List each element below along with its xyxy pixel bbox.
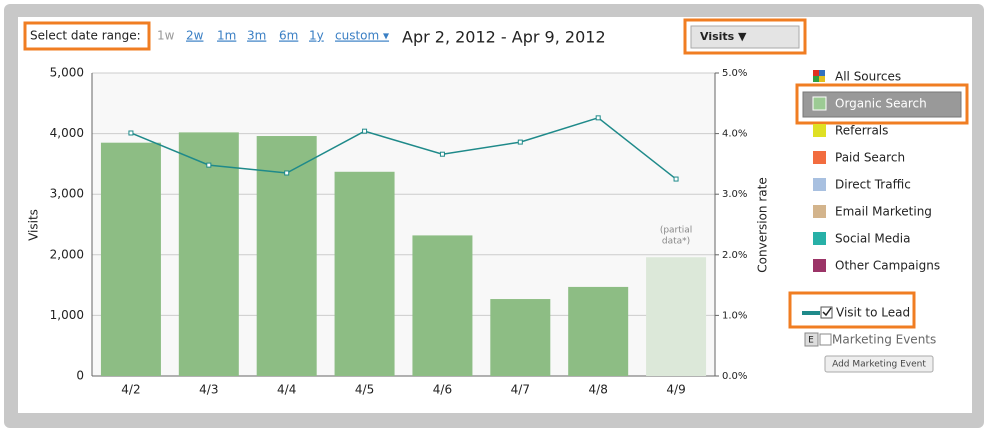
highlight [23, 21, 151, 51]
bar [256, 136, 317, 376]
dropdown[interactable] [690, 25, 800, 49]
e-label[interactable]: E [808, 336, 814, 346]
y2-tick-label: 1.0% [722, 310, 747, 321]
y2-axis-title: Conversion rate [756, 177, 770, 272]
range-link[interactable]: custom ▾ [335, 29, 389, 43]
y2-tick-label: 2.0% [722, 250, 747, 261]
highlight [795, 83, 969, 125]
source-swatch [813, 151, 826, 164]
point [206, 162, 212, 168]
x-tick-label: 4/3 [199, 383, 218, 397]
x-tick-label: 4/5 [355, 383, 374, 397]
source-label[interactable]: Email Marketing [835, 205, 932, 219]
range-link[interactable]: 2w [186, 29, 204, 43]
checkbox[interactable] [820, 306, 833, 319]
selected-source-bg [802, 91, 962, 118]
point [439, 151, 445, 157]
check [822, 307, 832, 317]
y-axis-title: Visits [27, 209, 41, 241]
y2-tick-label: 5.0% [722, 68, 747, 79]
y-tick-label: 0 [76, 369, 84, 383]
source-swatch [812, 96, 827, 111]
date-text: Apr 2, 2012 - Apr 9, 2012 [402, 28, 606, 47]
bar [568, 286, 629, 376]
source-label[interactable]: Social Media [835, 232, 910, 246]
point [595, 115, 601, 121]
partial-note: (partial [660, 226, 692, 236]
highlight [788, 291, 916, 329]
bar [100, 142, 161, 376]
range-link[interactable]: 1w [157, 29, 175, 43]
point [128, 130, 134, 136]
line [130, 117, 677, 180]
date-range-label: Select date range: [30, 29, 141, 43]
source-swatch [813, 76, 819, 82]
visit-to-lead[interactable]: Visit to Lead [836, 306, 910, 320]
range-link[interactable]: 1y [309, 29, 324, 43]
y-tick-label: 5,000 [50, 66, 84, 80]
y2-tick-label: 0.0% [722, 371, 747, 382]
bar [646, 257, 707, 376]
source-label[interactable]: Organic Search [835, 97, 927, 111]
source-swatch [813, 205, 826, 218]
add-event-label[interactable]: Add Marketing Event [832, 360, 926, 370]
x-tick-label: 4/6 [433, 383, 452, 397]
bar [490, 299, 551, 376]
y-tick-label: 4,000 [50, 126, 84, 140]
bar [178, 132, 239, 376]
source-label[interactable]: Direct Traffic [835, 178, 911, 192]
y-tick-label: 1,000 [50, 308, 84, 322]
x-tick-label: 4/7 [511, 383, 530, 397]
x-tick-label: 4/4 [277, 383, 296, 397]
source-label[interactable]: Other Campaigns [835, 259, 940, 273]
source-label[interactable]: Referrals [835, 124, 888, 138]
source-swatch [819, 70, 825, 76]
source-label[interactable]: All Sources [835, 70, 901, 84]
x-tick-label: 4/8 [589, 383, 608, 397]
x-tick-label: 4/2 [121, 383, 140, 397]
point [673, 176, 679, 182]
source-swatch [813, 232, 826, 245]
point [517, 139, 523, 145]
bar [334, 171, 395, 376]
point [362, 128, 368, 134]
source-swatch [813, 259, 826, 272]
y-tick-label: 3,000 [50, 187, 84, 201]
highlight [683, 18, 807, 55]
partial-note: data*) [662, 237, 690, 247]
bar [412, 235, 473, 376]
marketing-events[interactable]: Marketing Events [832, 333, 936, 347]
line-legend-swatch [802, 311, 820, 315]
source-swatch [813, 178, 826, 191]
point [284, 170, 290, 176]
range-link[interactable]: 3m [247, 29, 266, 43]
source-swatch [813, 124, 826, 137]
source-swatch [813, 70, 819, 76]
range-link[interactable]: 1m [217, 29, 236, 43]
checkbox[interactable] [819, 333, 832, 346]
x-tick-label: 4/9 [666, 383, 685, 397]
dropdown-label[interactable]: Visits ▼ [700, 30, 747, 43]
source-label[interactable]: Paid Search [835, 151, 905, 165]
y2-tick-label: 4.0% [722, 129, 747, 140]
add-event-button[interactable] [824, 355, 934, 373]
y2-tick-label: 3.0% [722, 189, 747, 200]
source-swatch [819, 76, 825, 82]
y-tick-label: 2,000 [50, 247, 84, 261]
e-button[interactable] [804, 332, 819, 347]
range-link[interactable]: 6m [279, 29, 298, 43]
